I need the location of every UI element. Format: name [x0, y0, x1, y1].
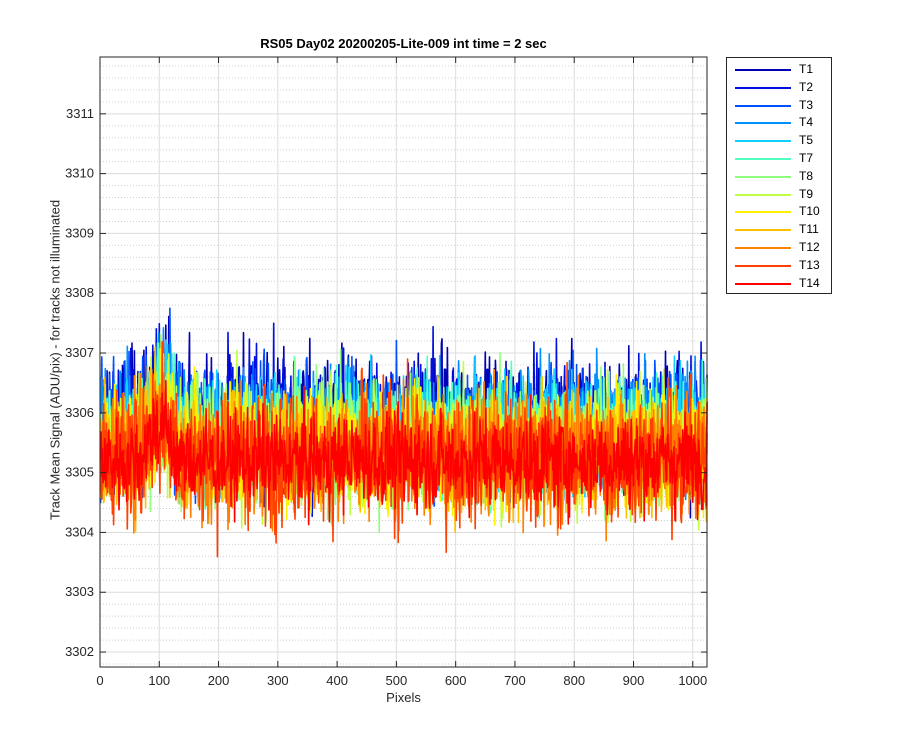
legend-label: T4: [799, 115, 814, 130]
legend-item: T4: [727, 114, 831, 132]
x-tick-label: 900: [623, 673, 645, 688]
legend-item: T14: [727, 275, 831, 293]
legend-item: T9: [727, 186, 831, 204]
legend-label: T9: [799, 186, 814, 201]
legend-swatch: [735, 211, 791, 214]
legend-item: T12: [727, 239, 831, 257]
legend-swatch: [735, 86, 791, 89]
legend-swatch: [735, 229, 791, 232]
legend-swatch: [735, 104, 791, 107]
legend-label: T8: [799, 168, 814, 183]
x-tick-label: 200: [208, 673, 230, 688]
legend-swatch: [735, 158, 791, 160]
legend-swatch: [735, 175, 791, 178]
legend-label: T12: [799, 240, 820, 254]
legend-label: T10: [799, 204, 820, 219]
x-tick-label: 500: [386, 673, 408, 688]
legend-item: T3: [727, 97, 831, 115]
legend-swatch: [735, 264, 791, 267]
legend-item: T5: [727, 132, 831, 150]
x-tick-label: 700: [504, 673, 526, 688]
x-tick-label: 1000: [678, 673, 707, 688]
legend-swatch: [735, 69, 791, 71]
legend-label: T7: [799, 151, 814, 165]
y-tick-label: 3307: [65, 345, 94, 360]
legend-label: T2: [799, 79, 814, 94]
x-tick-label: 100: [148, 673, 170, 688]
legend-item: T1: [727, 61, 831, 79]
legend-item: T7: [727, 150, 831, 168]
plot-background: [100, 57, 707, 667]
chart-title: RS05 Day02 20200205-Lite-009 int time = …: [260, 36, 547, 51]
x-axis-label: Pixels: [386, 690, 421, 705]
legend-swatch: [735, 193, 791, 196]
legend-swatch: [735, 140, 791, 143]
legend-item: T8: [727, 168, 831, 186]
x-tick-label: 0: [96, 673, 103, 688]
legend-swatch: [735, 282, 791, 285]
legend-label: T1: [799, 62, 814, 76]
x-tick-label: 800: [563, 673, 585, 688]
legend: T1 T2 T3 T4 T5 T7 T8 T9 T10 T11 T12 T13 T14: [726, 57, 832, 294]
y-axis-label: Track Mean Signal (ADU/pix) - for tracks…: [47, 199, 63, 521]
y-tick-label: 3304: [65, 524, 94, 539]
legend-label: T11: [799, 222, 819, 237]
x-tick-label: 600: [445, 673, 467, 688]
y-tick-label: 3310: [65, 166, 94, 181]
y-tick-label: 3305: [65, 465, 94, 480]
series-line-t14: [99, 379, 708, 526]
y-tick-label: 3303: [65, 584, 94, 599]
legend-label: T5: [799, 133, 814, 148]
y-tick-label: 3308: [65, 285, 94, 300]
y-tick-label: 3311: [66, 106, 94, 121]
axes-box: [99, 56, 708, 668]
legend-item: T2: [727, 79, 831, 97]
y-tick-label: 3306: [65, 405, 94, 420]
x-tick-label: 300: [267, 673, 289, 688]
y-tick-label: 3309: [65, 225, 94, 240]
legend-item: T10: [727, 203, 831, 221]
legend-item: T13: [727, 257, 831, 275]
x-tick-label: 400: [326, 673, 348, 688]
legend-swatch: [735, 122, 791, 125]
legend-label: T3: [799, 97, 814, 112]
legend-item: T11: [727, 221, 831, 239]
legend-swatch: [735, 247, 791, 249]
legend-label: T13: [799, 257, 820, 272]
legend-label: T14: [799, 275, 820, 290]
y-tick-label: 3302: [65, 644, 94, 659]
